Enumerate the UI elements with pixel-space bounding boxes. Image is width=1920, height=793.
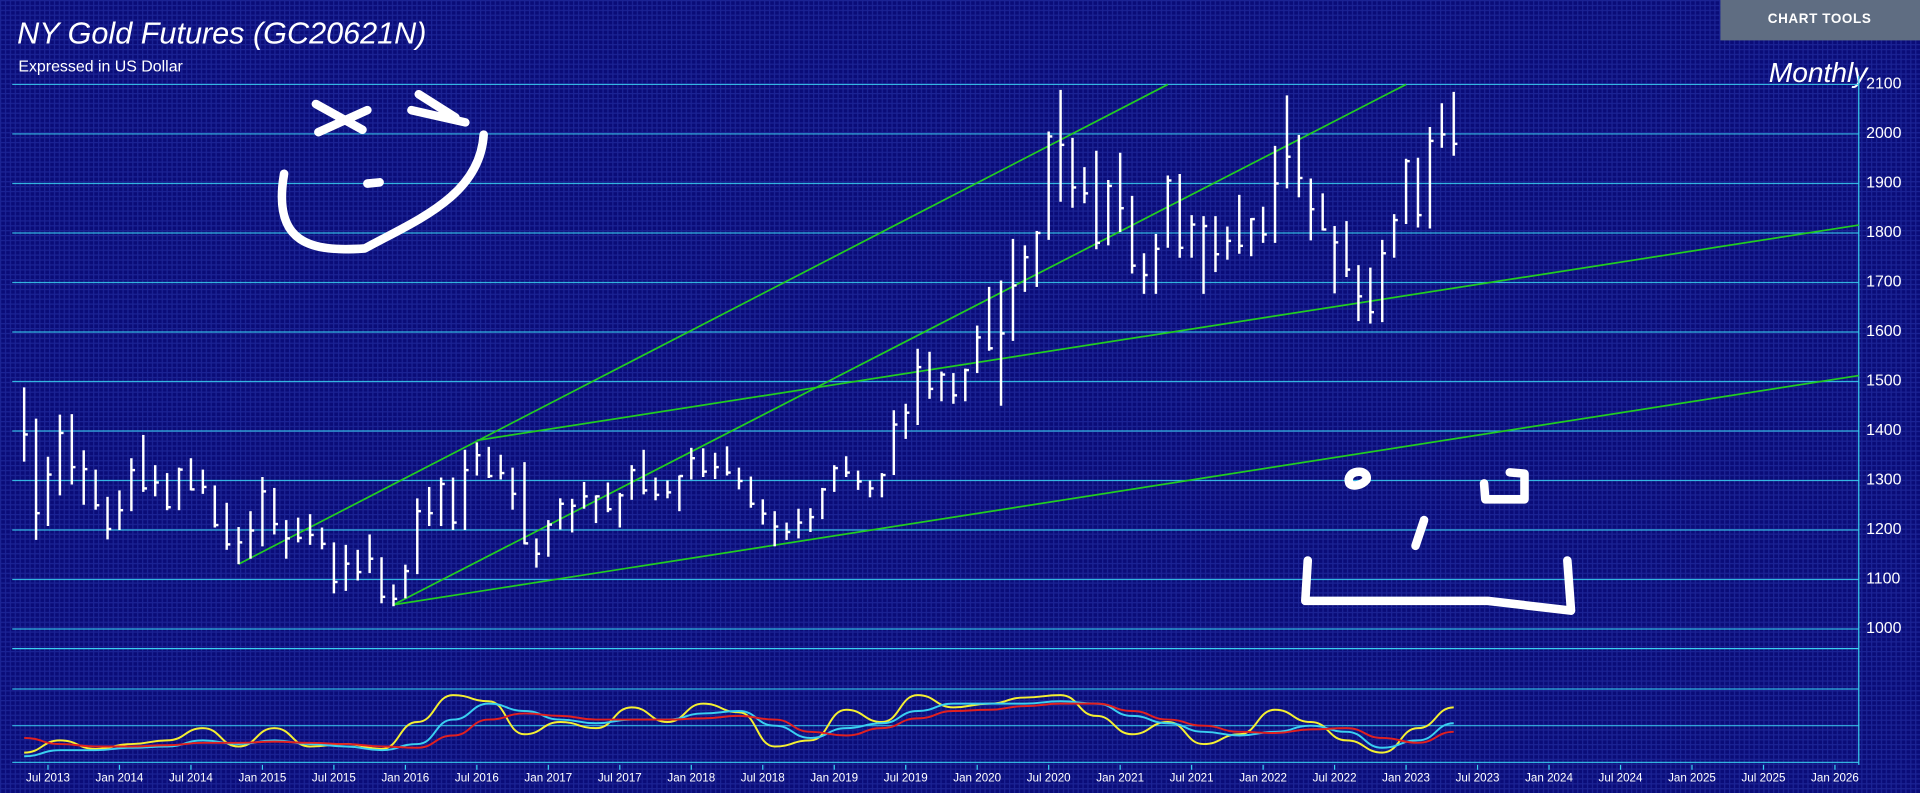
x-tick-label: Jul 2022 [1313,771,1357,784]
x-tick-label: Jan 2025 [1668,771,1716,784]
y-tick-label: 1000 [1866,620,1902,637]
indicator-line [24,702,1454,749]
x-tick-label: Jan 2020 [953,771,1001,784]
y-tick-label: 1700 [1866,274,1902,291]
y-tick-label: 1900 [1866,175,1902,192]
x-tick-label: Jan 2021 [1096,771,1144,784]
trendline [393,83,1407,606]
x-tick-label: Jan 2014 [96,771,144,784]
y-tick-label: 1600 [1866,323,1902,340]
trendline [476,224,1859,442]
y-tick-label: 2000 [1866,125,1902,142]
x-tick-label: Jan 2024 [1525,771,1573,784]
x-tick-label: Jan 2026 [1811,771,1859,784]
doodle-eyes [311,89,470,137]
doodle-eye-left [1344,467,1371,490]
doodle-mouth [277,130,488,254]
y-tick-label: 2100 [1866,76,1902,93]
indicator-line [24,694,1454,754]
y-tick-label: 1400 [1866,422,1902,439]
doodle-mouth-2 [1301,556,1576,615]
x-tick-label: Jan 2022 [1239,771,1287,784]
x-tick-label: Jan 2018 [667,771,715,784]
y-tick-label: 1500 [1866,373,1902,390]
x-tick-label: Jul 2013 [26,771,70,784]
y-tick-label: 1300 [1866,472,1902,489]
x-tick-label: Jul 2015 [312,771,356,784]
chart-tools-button[interactable] [1720,0,1920,41]
x-tick-label: Jul 2025 [1742,771,1786,784]
x-tick-label: Jul 2021 [1170,771,1214,784]
x-tick-label: Jul 2020 [1027,771,1071,784]
x-tick-label: Jul 2017 [598,771,642,784]
doodle-eye-right [1479,468,1529,504]
x-tick-label: Jul 2014 [169,771,213,784]
chart-tools-label[interactable]: CHART TOOLS [1768,11,1872,26]
doodle-nose [363,178,384,188]
x-tick-label: Jul 2018 [741,771,785,784]
y-tick-label: 1100 [1866,571,1900,588]
trendline [238,83,1169,565]
x-tick-label: Jan 2017 [524,771,572,784]
doodle-nose-2 [1411,515,1429,551]
x-tick-label: Jan 2015 [239,771,287,784]
x-tick-label: Jul 2023 [1456,771,1500,784]
x-tick-label: Jan 2023 [1382,771,1430,784]
chart-title: NY Gold Futures (GC20621N) [17,17,426,51]
y-tick-label: 1800 [1866,224,1902,241]
x-tick-label: Jul 2019 [884,771,928,784]
period-label: Monthly [1769,57,1869,88]
y-tick-label: 1200 [1866,521,1902,538]
x-tick-label: Jul 2016 [455,771,499,784]
x-tick-label: Jan 2019 [810,771,858,784]
x-tick-label: Jul 2024 [1599,771,1643,784]
x-tick-label: Jan 2016 [381,771,429,784]
trendline [393,374,1859,606]
doodles [277,89,1576,615]
chart-subtitle: Expressed in US Dollar [18,59,183,76]
